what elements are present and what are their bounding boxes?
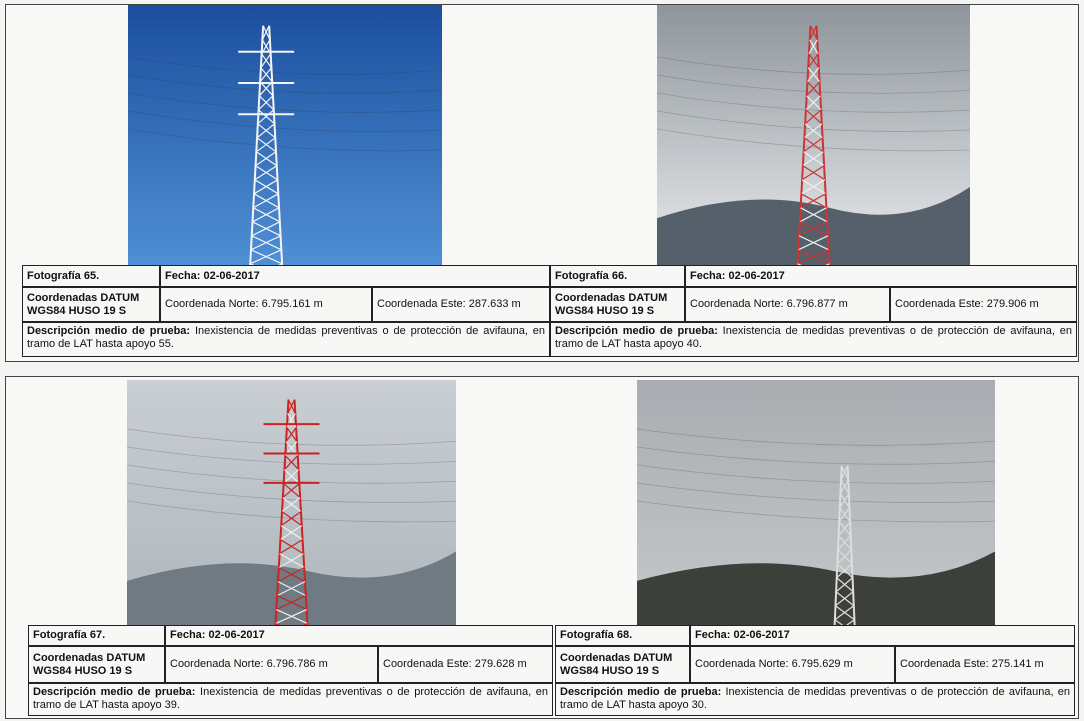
photo-label: Fotografía 67. [28,625,165,646]
photo [127,380,456,625]
east: Coordenada Este: 279.628 m [378,646,553,683]
photo [637,380,995,625]
north: Coordenada Norte: 6.796.877 m [685,287,890,322]
east: Coordenada Este: 279.906 m [890,287,1077,322]
date: Fecha: 02-06-2017 [165,625,553,646]
date: Fecha: 02-06-2017 [160,265,550,287]
description: Descripción medio de prueba: Inexistenci… [22,322,550,357]
datum: Coordenadas DATUM WGS84 HUSO 19 S [550,287,685,322]
description-label: Descripción medio de prueba: [33,686,195,698]
north: Coordenada Norte: 6.795.629 m [690,646,895,683]
photo-label: Fotografía 68. [555,625,690,646]
north: Coordenada Norte: 6.796.786 m [165,646,378,683]
description: Descripción medio de prueba: Inexistenci… [550,322,1077,357]
description-label: Descripción medio de prueba: [27,325,190,337]
photo [128,5,442,265]
date: Fecha: 02-06-2017 [685,265,1077,287]
description-label: Descripción medio de prueba: [560,686,721,698]
photo [657,5,970,265]
north: Coordenada Norte: 6.795.161 m [160,287,372,322]
east: Coordenada Este: 287.633 m [372,287,550,322]
photo-label: Fotografía 65. [22,265,160,287]
date: Fecha: 02-06-2017 [690,625,1075,646]
datum: Coordenadas DATUM WGS84 HUSO 19 S [28,646,165,683]
photo-label: Fotografía 66. [550,265,685,287]
description: Descripción medio de prueba: Inexistenci… [555,683,1075,716]
datum: Coordenadas DATUM WGS84 HUSO 19 S [555,646,690,683]
east: Coordenada Este: 275.141 m [895,646,1075,683]
description-label: Descripción medio de prueba: [555,325,718,337]
datum: Coordenadas DATUM WGS84 HUSO 19 S [22,287,160,322]
page: Fotografía 65.Fecha: 02-06-2017Coordenad… [0,0,1084,721]
description: Descripción medio de prueba: Inexistenci… [28,683,553,716]
